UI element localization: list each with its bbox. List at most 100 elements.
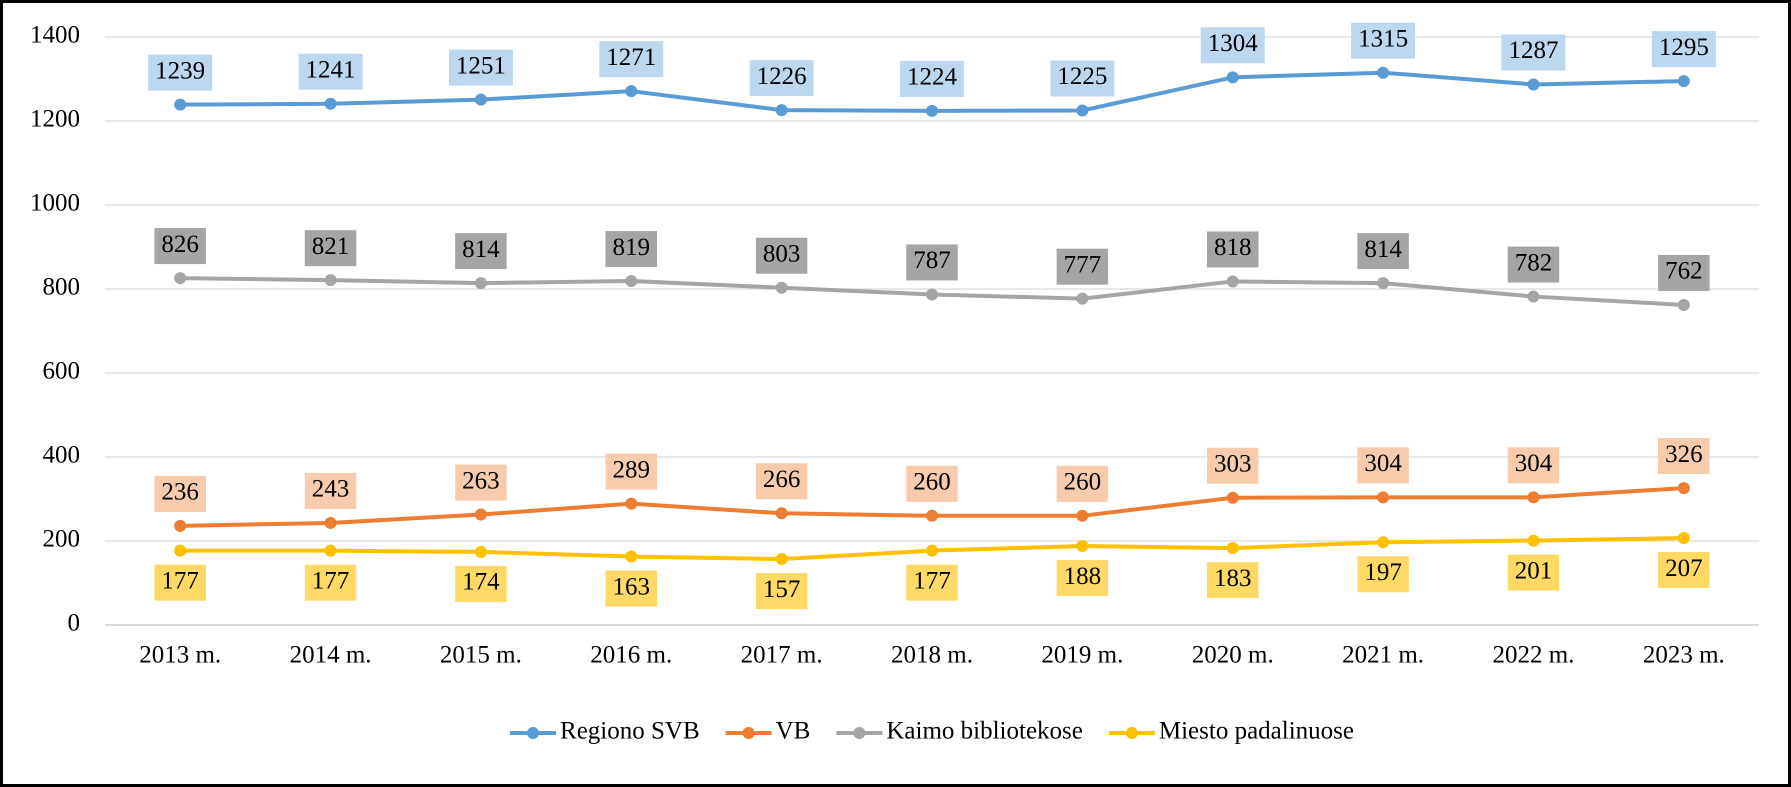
label-box [448,49,513,86]
marker [625,85,638,98]
data-label: 188 [1064,563,1102,590]
marker [474,545,487,558]
marker [174,98,187,111]
x-tick-label: 2020 m. [1192,642,1274,669]
marker [1677,532,1690,545]
marker [324,97,337,110]
legend-label: VB [776,718,811,745]
label-box [906,465,958,502]
data-label: 236 [161,479,199,506]
marker [926,509,938,522]
label-box [1507,246,1560,283]
legend-label: Regiono SVB [560,718,700,745]
marker [926,104,938,117]
marker [1226,71,1239,84]
label-box [1056,248,1109,285]
label-box [605,231,658,268]
data-label: 243 [312,476,350,503]
marker [1076,540,1089,553]
label-box [304,472,357,509]
x-tick-label: 2019 m. [1041,642,1123,669]
data-label: 174 [462,569,500,596]
marker [324,544,337,557]
label-box [1507,447,1560,484]
data-label: 826 [161,231,199,258]
label-box [1658,254,1710,291]
marker [1527,491,1540,504]
marker [1677,75,1690,88]
marker [926,544,938,557]
marker [174,519,187,532]
y-tick-label: 1200 [30,106,80,133]
data-label: 289 [613,456,651,483]
marker [174,272,187,285]
y-tick-label: 1400 [30,22,80,49]
marker [1226,491,1239,504]
data-label: 803 [763,240,801,267]
data-label: 260 [1064,469,1102,496]
label-box [304,564,357,601]
x-tick-label: 2023 m. [1643,642,1725,669]
data-label: 163 [613,573,651,600]
label-box [900,60,964,97]
label-box [1050,60,1115,97]
data-label: 777 [1064,251,1102,278]
marker [1226,275,1239,288]
data-label: 787 [913,247,951,274]
legend-marker [1125,727,1138,739]
x-tick-label: 2022 m. [1492,642,1574,669]
label-box [1200,27,1265,64]
data-label: 177 [161,567,199,594]
data-label: 782 [1515,249,1553,276]
legend-marker [742,727,755,739]
marker [775,507,788,520]
data-label: 1226 [757,63,807,90]
label-box [1056,465,1109,502]
marker [474,93,487,106]
data-label: 1225 [1057,63,1107,90]
marker [1677,298,1690,311]
x-tick-label: 2015 m. [440,642,522,669]
legend-label: Miesto padalinuose [1159,718,1354,745]
data-label: 157 [763,576,801,603]
data-label: 303 [1214,450,1252,477]
data-label: 1224 [907,64,958,91]
marker [1076,509,1089,522]
y-tick-label: 200 [43,526,81,553]
label-box [1658,552,1710,589]
marker [625,550,638,563]
x-tick-label: 2014 m. [290,642,372,669]
data-label: 819 [613,234,651,261]
marker [625,497,638,510]
data-label: 304 [1515,450,1553,477]
legend-label: Kaimo bibliotekose [886,718,1083,745]
label-box [1651,31,1716,68]
data-label: 1295 [1659,34,1709,61]
y-tick-label: 800 [43,274,81,301]
x-tick-label: 2017 m. [741,642,823,669]
data-label: 177 [913,567,951,594]
data-label: 821 [312,233,350,260]
marker [1377,491,1390,504]
label-box [154,228,206,265]
marker [1377,277,1390,290]
label-box [1357,556,1409,593]
label-box [1056,560,1109,597]
data-label: 183 [1214,565,1252,592]
data-label: 260 [913,469,951,496]
data-label: 1304 [1208,30,1259,57]
label-box [1501,34,1566,71]
label-box [605,570,658,607]
y-tick-label: 600 [43,358,81,385]
label-box [755,463,808,500]
label-box [304,230,357,267]
marker [324,516,337,529]
marker [474,508,487,521]
marker [775,281,788,294]
marker [324,274,337,287]
marker [1377,66,1390,79]
marker [926,288,938,301]
data-label: 263 [462,467,500,494]
